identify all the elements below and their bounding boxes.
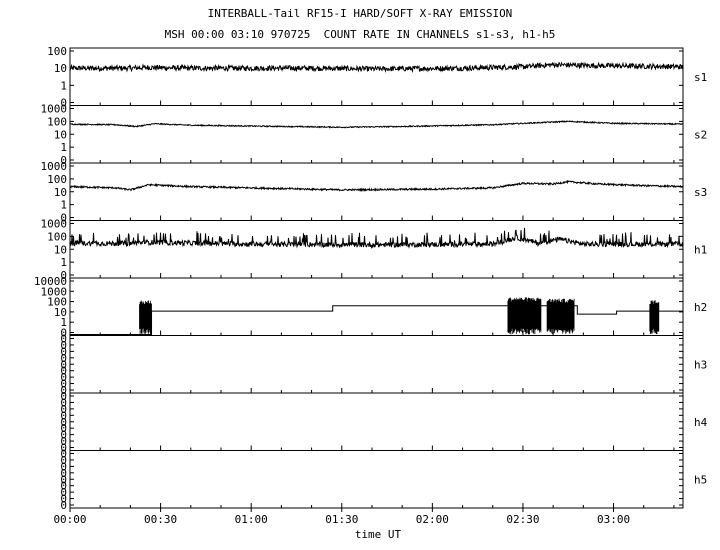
y-tick-label: 0 xyxy=(60,422,67,435)
y-tick-label: 0 xyxy=(60,358,67,371)
channel-label-h3: h3 xyxy=(694,358,707,371)
y-tick-label: 0 xyxy=(60,416,67,429)
y-tick-label: 10 xyxy=(54,186,67,199)
y-tick-label: 0 xyxy=(60,269,67,282)
y-tick-label: 0 xyxy=(60,154,67,167)
y-tick-label: 0 xyxy=(60,390,67,403)
y-tick-label: 0 xyxy=(60,486,67,499)
y-tick-label: 0 xyxy=(60,327,67,340)
y-tick-label: 0 xyxy=(60,467,67,480)
y-tick-label: 0 xyxy=(60,339,67,352)
series-line-s1 xyxy=(69,61,684,73)
series-line-s3 xyxy=(69,179,684,192)
y-tick-label: 0 xyxy=(60,429,67,442)
y-tick-label: 0 xyxy=(60,345,67,358)
y-tick-label: 100 xyxy=(47,173,67,186)
y-tick-label: 1000 xyxy=(41,160,68,173)
y-tick-label: 0 xyxy=(60,365,67,378)
x-tick-label: 00:00 xyxy=(53,513,86,526)
channel-label-s3: s3 xyxy=(694,186,707,199)
y-tick-label: 0 xyxy=(60,352,67,365)
y-tick-label: 0 xyxy=(60,480,67,493)
h2-burst xyxy=(139,300,152,335)
channel-label-h1: h1 xyxy=(694,243,707,256)
channel-label-s1: s1 xyxy=(694,71,707,84)
y-tick-label: 0 xyxy=(60,371,67,384)
y-tick-label: 100 xyxy=(47,45,67,58)
panel-frame xyxy=(69,47,684,106)
panel-frame xyxy=(69,162,684,221)
channel-label-h5: h5 xyxy=(694,473,707,486)
y-tick-label: 0 xyxy=(60,493,67,506)
y-tick-label: 0 xyxy=(60,442,67,455)
x-tick-label: 02:30 xyxy=(506,513,539,526)
panel-frame xyxy=(69,220,684,279)
y-tick-label: 0 xyxy=(60,333,67,346)
y-tick-label: 1 xyxy=(60,256,67,269)
series-line-s2 xyxy=(69,119,684,129)
y-tick-label: 10 xyxy=(54,128,67,141)
y-tick-label: 1000 xyxy=(41,285,68,298)
y-tick-label: 10 xyxy=(54,306,67,319)
x-tick-label: 03:00 xyxy=(597,513,630,526)
panel-frame xyxy=(69,277,684,336)
y-tick-label: 0 xyxy=(60,212,67,225)
y-tick-label: 1000 xyxy=(41,103,68,116)
y-tick-label: 100 xyxy=(47,296,67,309)
y-tick-label: 1 xyxy=(60,199,67,212)
y-tick-label: 0 xyxy=(60,473,67,486)
panel-frame xyxy=(69,392,684,451)
panel-frame xyxy=(69,335,684,394)
x-tick-label: 00:30 xyxy=(144,513,177,526)
y-tick-label: 0 xyxy=(60,403,67,416)
y-tick-label: 0 xyxy=(60,396,67,409)
y-tick-label: 100 xyxy=(47,115,67,128)
y-tick-label: 1 xyxy=(60,79,67,92)
panel-frame xyxy=(69,450,684,509)
channel-label-h2: h2 xyxy=(694,301,707,314)
y-tick-label: 10 xyxy=(54,243,67,256)
x-tick-label: 02:00 xyxy=(416,513,449,526)
series-line-h2 xyxy=(70,305,683,335)
channel-label-s2: s2 xyxy=(694,128,707,141)
y-tick-label: 0 xyxy=(60,378,67,391)
x-tick-label: 01:30 xyxy=(325,513,358,526)
y-tick-label: 0 xyxy=(60,499,67,512)
channel-label-h4: h4 xyxy=(694,416,708,429)
y-tick-label: 0 xyxy=(60,448,67,461)
y-tick-label: 10000 xyxy=(34,275,67,288)
y-tick-label: 0 xyxy=(60,435,67,448)
y-tick-label: 100 xyxy=(47,230,67,243)
series-line-h1 xyxy=(69,227,684,250)
h2-burst xyxy=(507,297,542,335)
y-tick-label: 0 xyxy=(60,460,67,473)
chart-title-line2: MSH 00:00 03:10 970725 COUNT RATE IN CHA… xyxy=(164,28,556,41)
y-tick-label: 0 xyxy=(60,384,67,397)
y-tick-label: 10 xyxy=(54,62,67,75)
x-tick-label: 01:00 xyxy=(235,513,268,526)
y-tick-label: 1 xyxy=(60,316,67,329)
h2-burst xyxy=(546,298,575,335)
y-tick-label: 1000 xyxy=(41,218,68,231)
chart-title-line1: INTERBALL-Tail RF15-I HARD/SOFT X-RAY EM… xyxy=(207,7,513,20)
y-tick-label: 0 xyxy=(60,454,67,467)
x-axis-label: time UT xyxy=(355,528,402,541)
h2-burst xyxy=(649,300,660,335)
panel-frame xyxy=(69,105,684,164)
y-tick-label: 1 xyxy=(60,141,67,154)
y-tick-label: 0 xyxy=(60,409,67,422)
y-tick-label: 0 xyxy=(60,97,67,110)
